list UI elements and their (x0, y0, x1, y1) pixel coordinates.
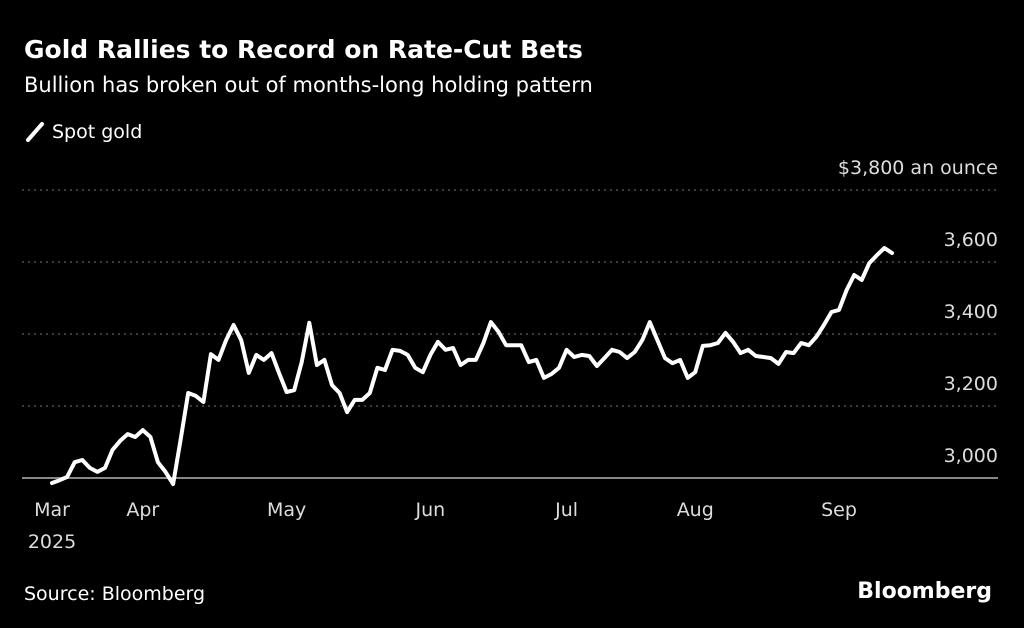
y-tick-label: $3,800 an ounce (838, 157, 998, 179)
y-tick-label: 3,200 (944, 373, 998, 395)
x-tick-label: Mar (34, 499, 70, 521)
x-year-label: 2025 (28, 531, 76, 553)
y-tick-label: 3,400 (944, 301, 998, 323)
y-tick-label: 3,600 (944, 229, 998, 251)
x-tick-label: May (267, 499, 306, 521)
source: Source: Bloomberg (24, 583, 205, 605)
y-tick-label: 3,000 (944, 445, 998, 467)
x-tick-label: Aug (677, 499, 714, 521)
chart-subtitle: Bullion has broken out of months-long ho… (24, 73, 593, 97)
chart-title: Gold Rallies to Record on Rate-Cut Bets (24, 35, 583, 64)
x-tick-label: Jun (415, 499, 446, 521)
legend-swatch (26, 122, 44, 142)
x-tick-label: Sep (821, 499, 857, 521)
x-tick-label: Apr (126, 499, 159, 521)
brand-logo: Bloomberg (857, 579, 992, 604)
legend-label: Spot gold (52, 121, 142, 143)
x-tick-label: Jul (554, 499, 578, 521)
price-line (50, 246, 894, 487)
